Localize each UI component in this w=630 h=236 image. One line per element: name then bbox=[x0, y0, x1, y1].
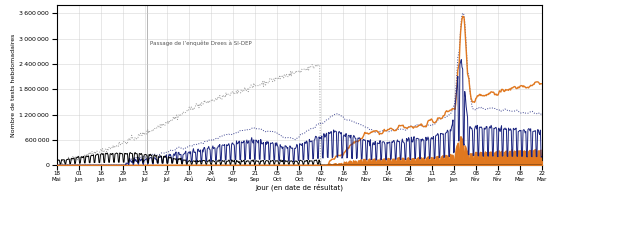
Text: Passage de l’enquête Drees à SI-DEP: Passage de l’enquête Drees à SI-DEP bbox=[151, 40, 252, 46]
Legend: Enquête Drees, Cumul Enquête Drees entre J-6 et J, Cumul SI-DEP (TAg) entre J-6 : Enquête Drees, Cumul Enquête Drees entre… bbox=[67, 235, 415, 236]
Y-axis label: Nombre de tests hebdomadaires: Nombre de tests hebdomadaires bbox=[11, 33, 16, 137]
X-axis label: Jour (en date de résultat): Jour (en date de résultat) bbox=[255, 184, 343, 191]
